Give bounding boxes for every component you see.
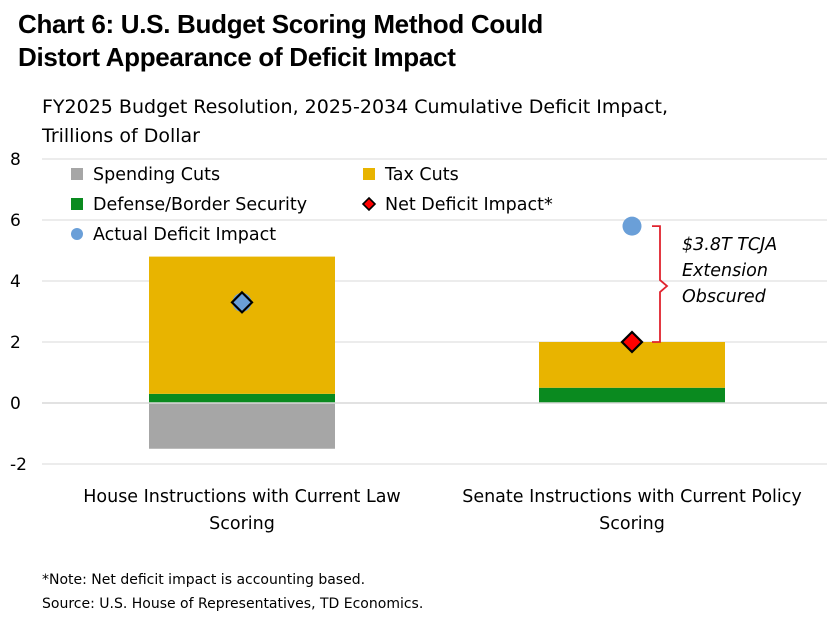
net-deficit-impact-point xyxy=(230,290,254,314)
y-tick-label: 8 xyxy=(10,150,21,170)
legend-item: Actual Deficit Impact xyxy=(71,225,276,245)
chart-subtitle: FY2025 Budget Resolution, 2025-2034 Cumu… xyxy=(42,93,812,151)
legend-label: Net Deficit Impact* xyxy=(385,195,553,215)
legend-label: Defense/Border Security xyxy=(93,195,307,215)
bar-segment-defense-border-security xyxy=(539,387,725,403)
legend-item: Defense/Border Security xyxy=(71,195,307,215)
x-category-label: House Instructions with Current Law xyxy=(83,487,401,507)
legend-swatch xyxy=(363,168,375,180)
bar-segment-defense-border-security xyxy=(149,393,335,403)
legend-label: Spending Cuts xyxy=(93,165,220,185)
chart-title-line-2: Distort Appearance of Deficit Impact xyxy=(18,42,456,72)
legend: Spending Cuts Tax Cuts Defense/Border Secu… xyxy=(71,165,553,245)
x-category-label: Senate Instructions with Current Policy xyxy=(462,487,802,507)
legend-swatch xyxy=(71,228,83,240)
annotation-text: Extension xyxy=(682,261,768,281)
annotation-text: Obscured xyxy=(682,287,767,307)
x-category-label: Scoring xyxy=(599,514,665,534)
legend-label: Actual Deficit Impact xyxy=(93,225,276,245)
legend-swatch xyxy=(71,198,83,210)
source-note: Source: U.S. House of Representatives, T… xyxy=(42,596,424,612)
bar-segment-tax-cuts xyxy=(149,256,335,394)
x-category-label: Scoring xyxy=(209,514,275,534)
y-tick-label: 4 xyxy=(10,272,21,292)
footnote: *Note: Net deficit impact is accounting … xyxy=(42,572,366,588)
y-tick-label: 6 xyxy=(10,211,21,231)
bar-segment-spending-cuts xyxy=(149,403,335,449)
y-tick-label: 2 xyxy=(10,333,21,353)
y-tick-label: -2 xyxy=(10,455,27,475)
net-deficit-impact-point xyxy=(620,330,644,354)
difference-bracket xyxy=(652,225,669,343)
chart-subtitle-line-2: Trillions of Dollar xyxy=(42,125,200,147)
legend-item: Net Deficit Impact* xyxy=(361,195,553,215)
chart-title-line-1: Chart 6: U.S. Budget Scoring Method Coul… xyxy=(18,9,544,39)
legend-item: Spending Cuts xyxy=(71,165,220,185)
bars xyxy=(149,256,725,449)
chart-title: Chart 6: U.S. Budget Scoring Method Coul… xyxy=(18,8,808,74)
legend-swatch xyxy=(361,196,377,212)
legend-swatch xyxy=(71,168,83,180)
chart-footnotes: *Note: Net deficit impact is accounting … xyxy=(42,568,423,616)
legend-item: Tax Cuts xyxy=(363,165,459,185)
axes: -2 0 2 4 6 8 House Instructions with Current L… xyxy=(10,150,827,534)
y-tick-label: 0 xyxy=(10,394,21,414)
markers xyxy=(230,216,644,354)
chart-subtitle-line-1: FY2025 Budget Resolution, 2025-2034 Cumu… xyxy=(42,96,668,118)
actual-deficit-impact-point xyxy=(622,216,642,236)
annotation: $3.8T TCJA Extension Obscured xyxy=(652,225,777,343)
annotation-text: $3.8T TCJA xyxy=(682,235,777,255)
legend-label: Tax Cuts xyxy=(384,165,459,185)
